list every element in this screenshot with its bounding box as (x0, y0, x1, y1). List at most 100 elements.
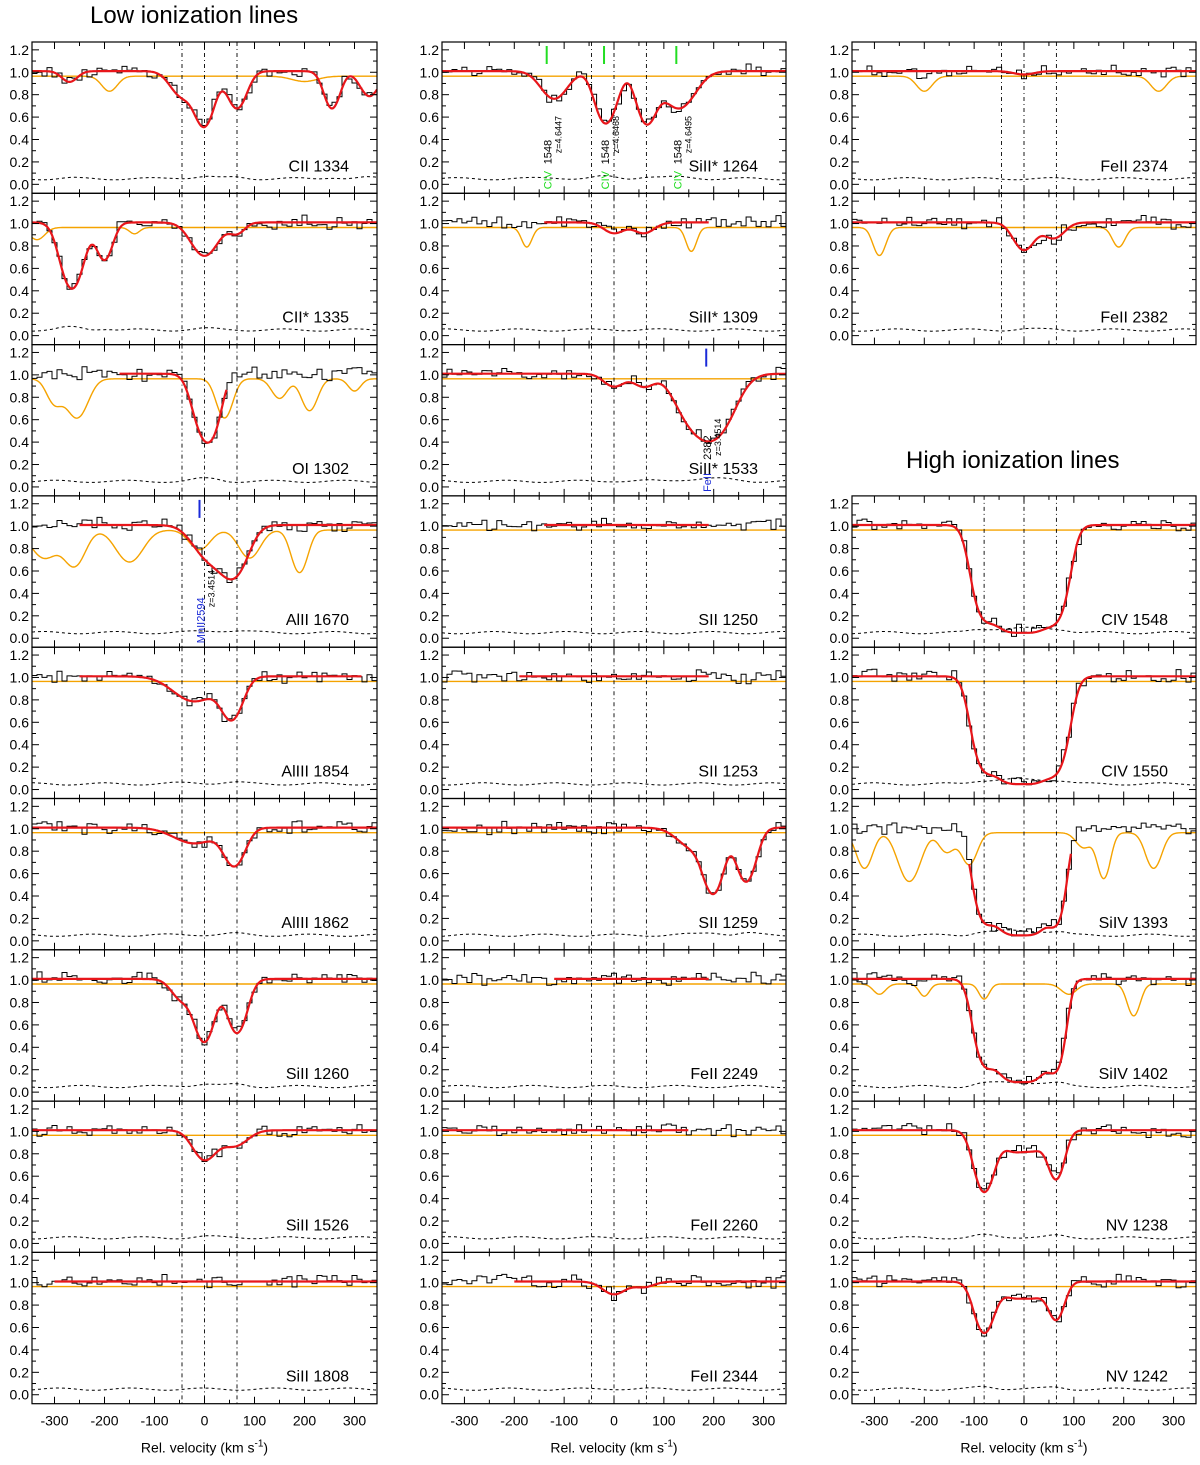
y-tick-label: 0.2 (420, 1062, 440, 1078)
y-tick-label: 0.6 (420, 260, 440, 276)
voigt-fit (32, 70, 377, 129)
y-tick-label: 0.8 (420, 1297, 440, 1313)
panel-sii-1259: 0.0 0.2 0.4 0.6 0.8 1.0 1.2 SII 1259 (420, 797, 787, 951)
error-spectrum (852, 177, 1195, 181)
y-tick-label: 0.2 (420, 759, 440, 775)
y-tick-label: 0.0 (830, 933, 850, 949)
y-tick-label: 0.8 (10, 692, 30, 708)
voigt-fit (79, 523, 377, 581)
y-tick-label: 0.0 (830, 1084, 850, 1100)
line-label: CIV 1548 (1101, 612, 1168, 629)
flux-histogram (32, 516, 377, 583)
x-tick-label: 0 (1020, 1413, 1028, 1429)
y-tick-label: 0.8 (10, 389, 30, 405)
y-tick-label: 0.2 (420, 154, 440, 170)
low-ionization-header: Low ionization lines (90, 2, 299, 29)
y-tick-label: 0.4 (830, 1191, 850, 1207)
voigt-fit (79, 675, 362, 722)
error-spectrum (442, 932, 786, 937)
y-tick-label: 0.8 (420, 541, 440, 557)
y-tick-label: 1.2 (420, 193, 440, 209)
line-label: SiII 1526 (286, 1217, 349, 1234)
flux-histogram (32, 366, 377, 444)
contaminant-redshift-label: z=4.6468 (611, 116, 621, 153)
line-label: OI 1302 (292, 461, 349, 478)
y-tick-label: 0.8 (830, 87, 850, 103)
y-tick-label: 0.2 (830, 910, 850, 926)
voigt-fit (514, 1280, 786, 1296)
panel-sii-1253: 0.0 0.2 0.4 0.6 0.8 1.0 1.2 SII 1253 (420, 646, 787, 800)
voigt-fit (32, 826, 377, 868)
flux-histogram (32, 65, 377, 126)
y-tick-label: 0.6 (420, 109, 440, 125)
line-label: SII 1250 (698, 612, 758, 629)
error-spectrum (442, 328, 786, 332)
y-tick-label: 0.6 (10, 714, 30, 730)
y-tick-label: 0.0 (10, 479, 30, 495)
y-tick-label: 0.4 (10, 1191, 30, 1207)
flux-histogram (852, 215, 1196, 253)
line-label: SiIV 1402 (1099, 1066, 1168, 1083)
y-tick-label: 1.2 (10, 193, 30, 209)
voigt-fit (852, 675, 1196, 786)
y-tick-label: 0.4 (10, 1342, 30, 1358)
y-tick-label: 1.2 (420, 42, 440, 58)
y-tick-label: 1.2 (830, 798, 850, 814)
line-label: SiIV 1393 (1099, 915, 1168, 932)
y-tick-label: 1.0 (830, 216, 850, 232)
x-tick-label: -100 (550, 1413, 578, 1429)
y-tick-label: 0.4 (420, 737, 440, 753)
y-tick-label: 0.8 (10, 1146, 30, 1162)
y-tick-label: 0.2 (10, 1213, 30, 1229)
y-tick-label: 0.0 (420, 479, 440, 495)
y-tick-label: 1.2 (10, 1101, 30, 1117)
y-tick-label: 0.4 (830, 585, 850, 601)
y-tick-label: 0.8 (10, 541, 30, 557)
y-tick-label: 0.8 (420, 994, 440, 1010)
y-tick-label: 1.0 (420, 1275, 440, 1291)
y-tick-label: 0.6 (830, 1168, 850, 1184)
y-tick-label: 0.6 (10, 1319, 30, 1335)
y-tick-label: 0.2 (10, 759, 30, 775)
x-tick-label: 300 (752, 1413, 776, 1429)
flux-histogram (852, 1273, 1196, 1337)
y-tick-label: 0.0 (830, 630, 850, 646)
panel-cii-1335: 0.0 0.2 0.4 0.6 0.8 1.0 1.2 CII* 1335 (10, 192, 378, 346)
voigt-fit (32, 1129, 377, 1162)
panel-siii-1309: 0.0 0.2 0.4 0.6 0.8 1.0 1.2 SiII* 1309 (420, 192, 787, 346)
panel-siii-1260: 0.0 0.2 0.4 0.6 0.8 1.0 1.2 SiII 1260 (10, 949, 378, 1102)
y-tick-label: 0.6 (10, 1168, 30, 1184)
y-tick-label: 0.8 (830, 692, 850, 708)
y-tick-label: 0.8 (10, 843, 30, 859)
y-tick-label: 0.4 (10, 132, 30, 148)
contamination-model (852, 983, 1196, 1017)
y-tick-label: 0.0 (420, 630, 440, 646)
error-spectrum (32, 1387, 377, 1391)
panel-cii-1334: 0.0 0.2 0.4 0.6 0.8 1.0 1.2 CII 1334 (10, 41, 378, 194)
error-spectrum (442, 477, 786, 484)
y-tick-label: 1.2 (420, 950, 440, 966)
y-tick-label: 0.2 (10, 457, 30, 473)
y-tick-label: 1.0 (420, 669, 440, 685)
error-spectrum (32, 1083, 376, 1089)
line-label: CII* 1335 (282, 310, 349, 327)
y-tick-label: 0.4 (830, 283, 850, 299)
y-tick-label: 0.0 (10, 933, 30, 949)
x-tick-label: -300 (860, 1413, 888, 1429)
contaminant-ion-label: FeII (702, 473, 714, 492)
line-label: AlII 1670 (286, 612, 349, 629)
x-tick-label: 100 (1062, 1413, 1086, 1429)
voigt-fit (442, 826, 786, 896)
y-tick-label: 1.2 (830, 1101, 850, 1117)
line-label: FeII 2382 (1100, 310, 1168, 327)
x-tick-label: -300 (450, 1413, 478, 1429)
x-axis-title: Rel. velocity (km s-1) (960, 1439, 1087, 1456)
y-tick-label: 0.2 (830, 608, 850, 624)
y-tick-label: 0.4 (10, 434, 30, 450)
y-tick-label: 0.0 (830, 176, 850, 192)
y-tick-label: 1.0 (830, 1275, 850, 1291)
y-tick-label: 1.2 (10, 798, 30, 814)
y-tick-label: 0.0 (420, 1084, 440, 1100)
